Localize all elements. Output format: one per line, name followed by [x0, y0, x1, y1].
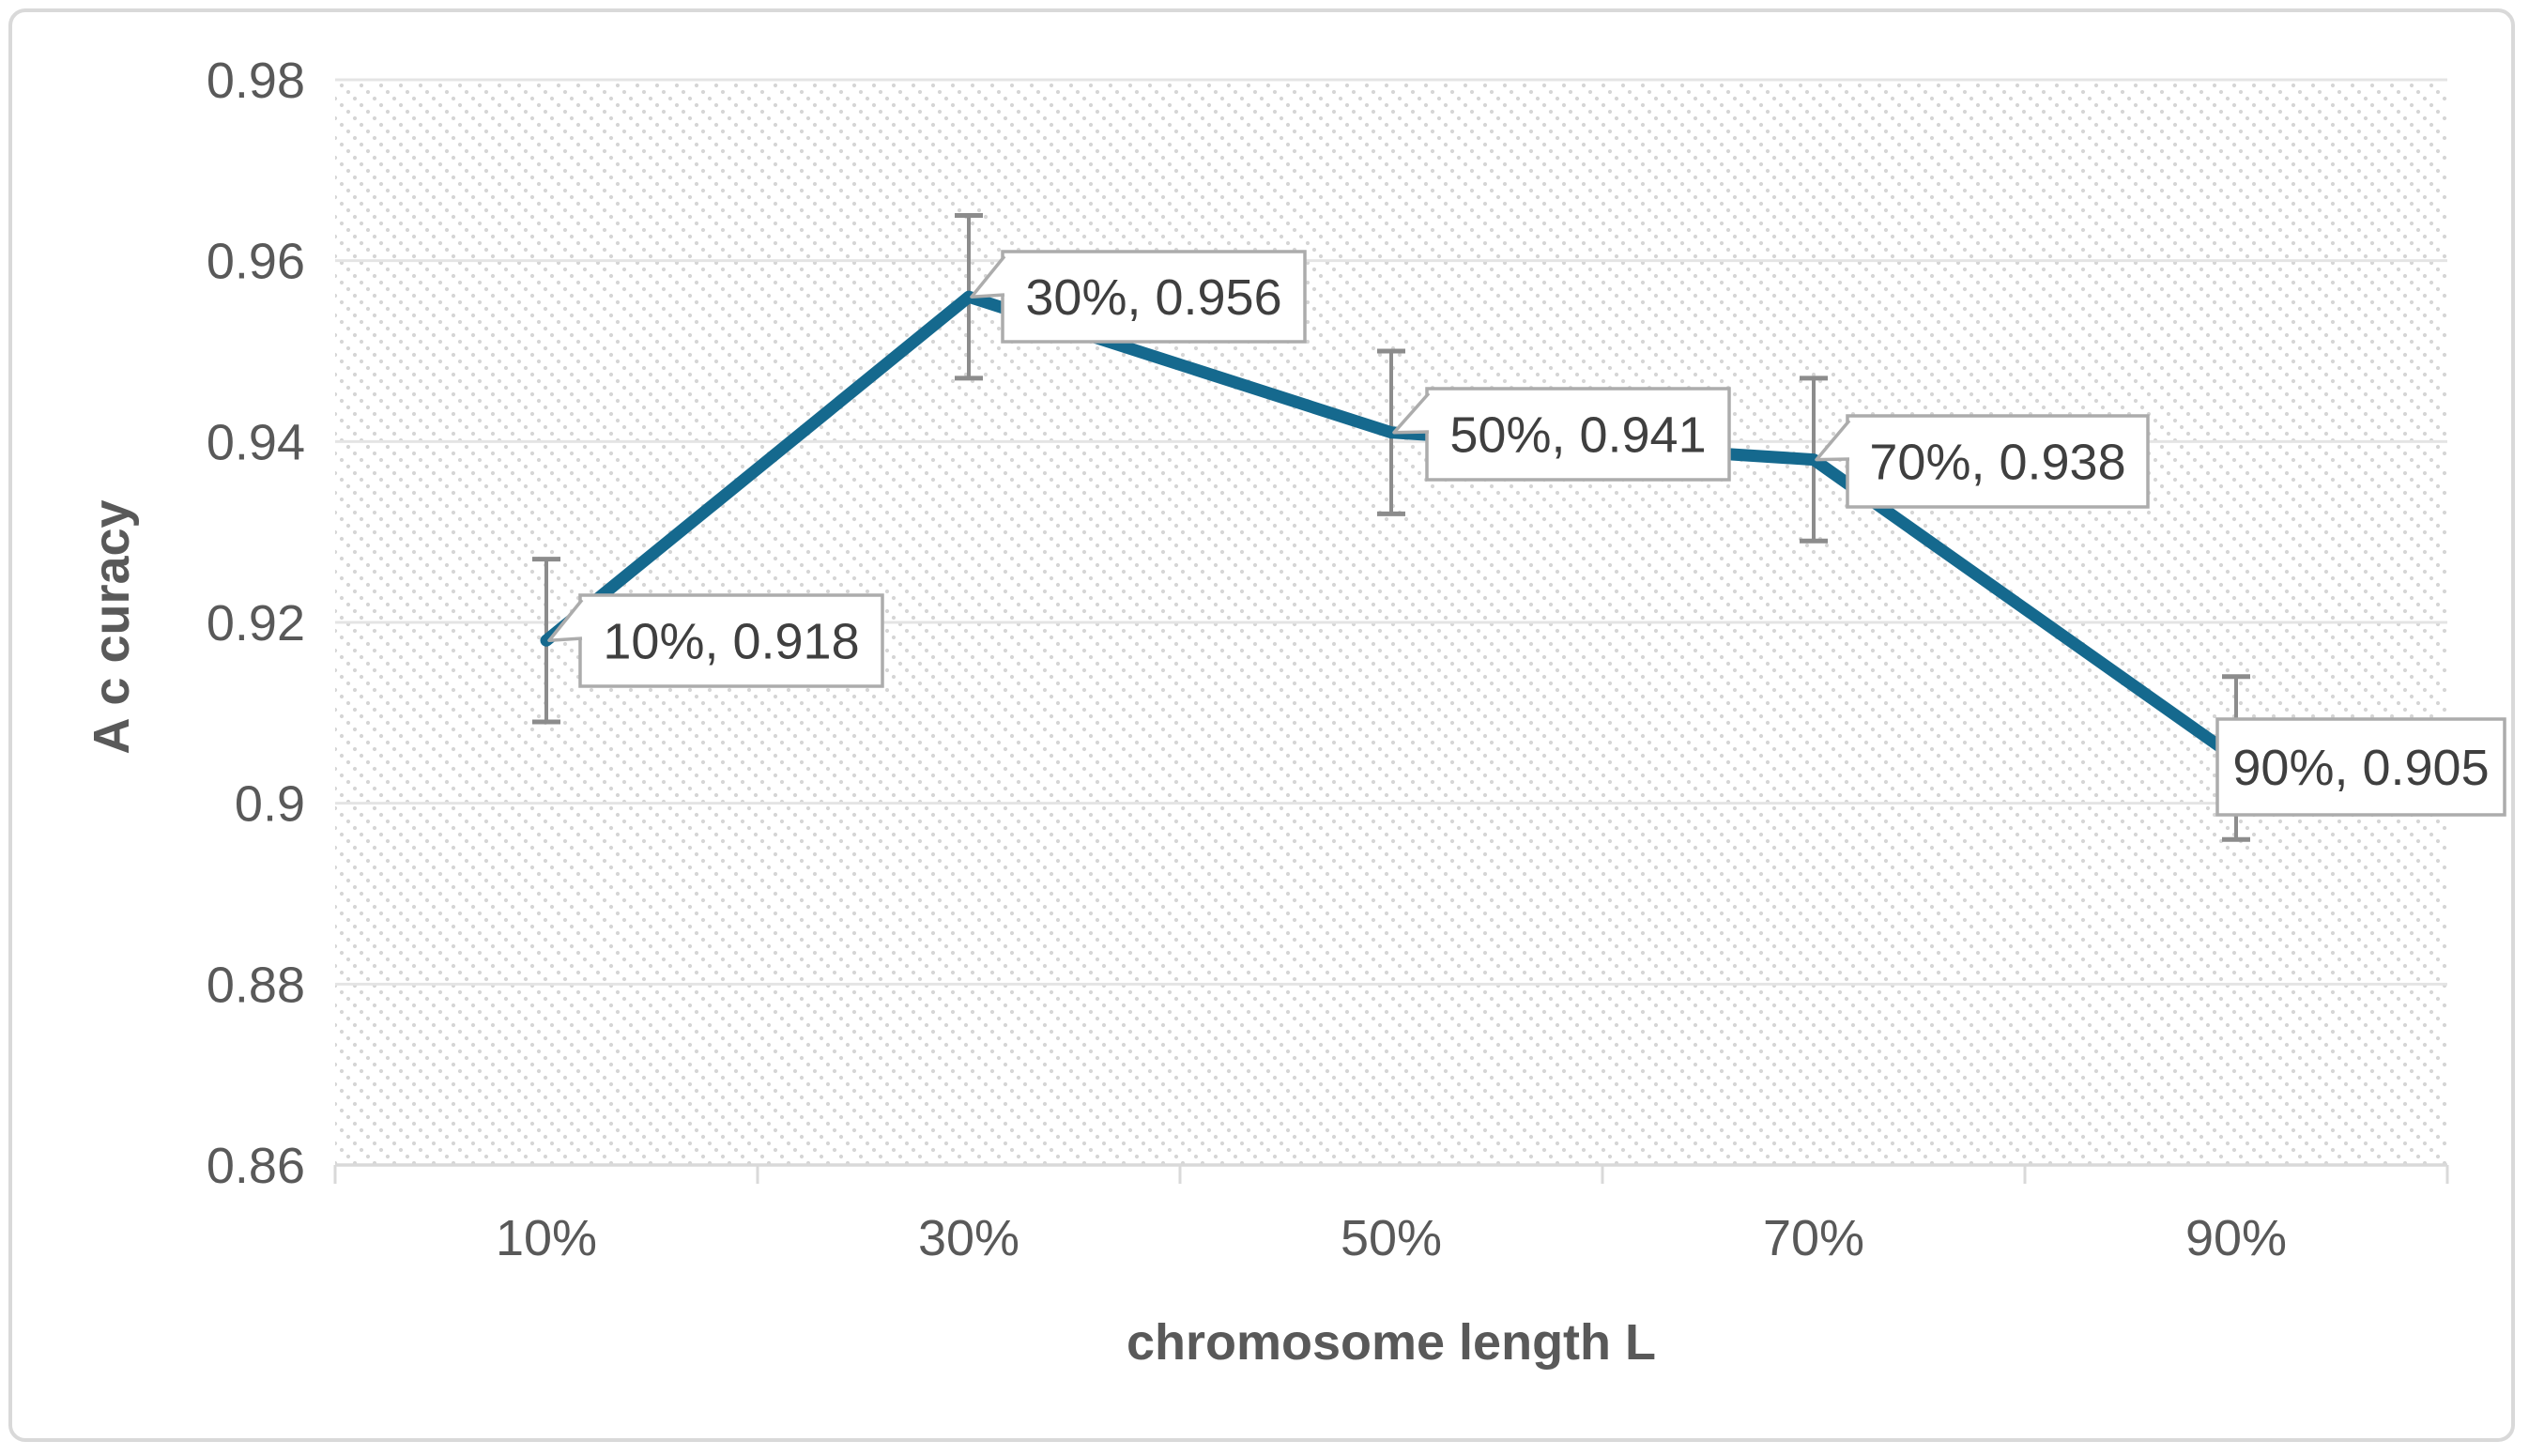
- y-axis-title: A c curacy: [84, 499, 140, 754]
- x-axis-title: chromosome length L: [1127, 1314, 1656, 1371]
- data-label-pointer: [1815, 419, 1851, 462]
- data-label-box: [2215, 717, 2506, 817]
- data-label: 30%, 0.956: [1025, 269, 1281, 326]
- accuracy-line-chart: 10%, 0.918 30%, 0.956 50%, 0.941 70%, 0.938…: [84, 53, 2506, 1371]
- data-label-callout: 70%, 0.938: [1815, 414, 2150, 509]
- y-tick-label: 0.9: [235, 776, 305, 833]
- y-tick-label: 0.96: [207, 234, 305, 290]
- data-label-callout: 30%, 0.956: [970, 250, 1307, 344]
- data-label: 10%, 0.918: [603, 614, 859, 670]
- x-tick-label: 30%: [918, 1210, 1019, 1266]
- x-tick-label: 70%: [1763, 1210, 1864, 1266]
- data-label: 50%, 0.941: [1449, 407, 1706, 464]
- x-tick-label: 90%: [2185, 1210, 2287, 1266]
- y-tick-label: 0.98: [207, 53, 305, 109]
- data-label-pointer: [1392, 391, 1431, 435]
- y-tick-label: 0.88: [207, 957, 305, 1013]
- data-label-pointer: [970, 254, 1006, 299]
- data-label-box: [1001, 250, 1307, 344]
- data-label-callout: 10%, 0.918: [547, 593, 884, 688]
- data-label-callout: 90%, 0.905: [2215, 717, 2506, 817]
- data-label-box: [1846, 414, 2150, 509]
- y-tick-label: 0.94: [207, 414, 305, 470]
- data-label-box: [578, 593, 884, 688]
- x-tick-label: 10%: [496, 1210, 597, 1266]
- data-label-box: [1425, 387, 1731, 482]
- data-label: 70%, 0.938: [1869, 435, 2125, 491]
- x-tick-label: 50%: [1341, 1210, 1442, 1266]
- data-label-callout: 50%, 0.941: [1392, 387, 1731, 482]
- data-series-line: [540, 290, 2243, 764]
- y-tick-label: 0.92: [207, 595, 305, 651]
- y-tick-label: 0.86: [207, 1138, 305, 1194]
- chart-frame: 10%, 0.918 30%, 0.956 50%, 0.941 70%, 0.938…: [8, 8, 2515, 1442]
- data-label-pointer: [547, 598, 584, 643]
- data-label: 90%, 0.905: [2232, 740, 2489, 796]
